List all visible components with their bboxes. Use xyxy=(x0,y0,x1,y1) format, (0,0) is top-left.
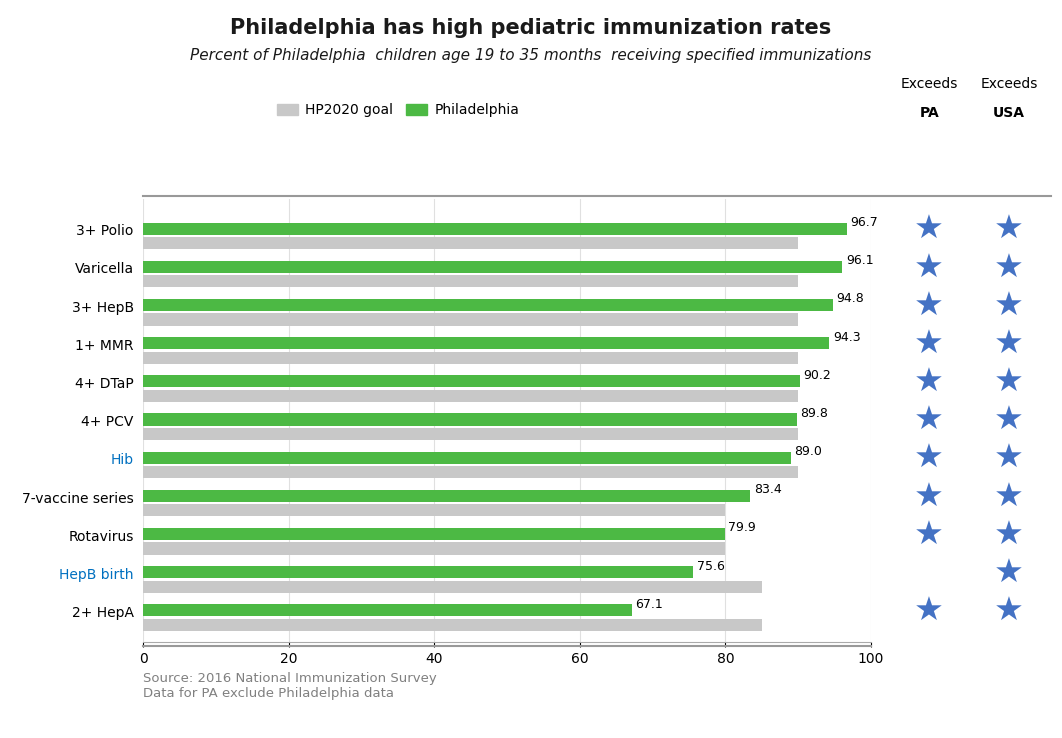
Bar xyxy=(143,490,750,502)
Text: 75.6: 75.6 xyxy=(697,559,725,573)
Text: ★: ★ xyxy=(914,404,944,437)
Bar xyxy=(143,604,632,616)
Text: PA: PA xyxy=(920,106,939,120)
Text: ★: ★ xyxy=(994,213,1024,246)
Text: Philadelphia has high pediatric immunization rates: Philadelphia has high pediatric immuniza… xyxy=(230,18,832,38)
Bar xyxy=(143,413,796,426)
Text: Percent of Philadelphia  children age 19 to 35 months  receiving specified immun: Percent of Philadelphia children age 19 … xyxy=(190,48,872,63)
Text: ★: ★ xyxy=(994,519,1024,552)
Text: Source: 2016 National Immunization Survey
Data for PA exclude Philadelphia data: Source: 2016 National Immunization Surve… xyxy=(143,672,438,700)
Text: Exceeds: Exceeds xyxy=(901,77,958,92)
Bar xyxy=(143,314,799,325)
Text: 94.3: 94.3 xyxy=(833,331,860,344)
Bar xyxy=(143,223,846,235)
Bar xyxy=(143,452,791,463)
Text: USA: USA xyxy=(993,106,1025,120)
Text: Exceeds: Exceeds xyxy=(980,77,1038,92)
Text: ★: ★ xyxy=(914,252,944,284)
Bar xyxy=(143,337,829,349)
Text: ★: ★ xyxy=(914,328,944,361)
Text: ★: ★ xyxy=(994,595,1024,628)
Text: 90.2: 90.2 xyxy=(803,369,830,382)
Text: ★: ★ xyxy=(914,519,944,552)
Bar xyxy=(143,299,833,311)
Bar xyxy=(143,390,799,402)
Text: ★: ★ xyxy=(994,328,1024,361)
Text: ★: ★ xyxy=(994,366,1024,399)
Text: 79.9: 79.9 xyxy=(729,522,756,534)
Text: ★: ★ xyxy=(994,289,1024,323)
Text: 89.8: 89.8 xyxy=(801,407,828,420)
Bar xyxy=(143,375,800,387)
Text: 89.0: 89.0 xyxy=(794,445,822,458)
Text: ★: ★ xyxy=(994,480,1024,514)
Text: ★: ★ xyxy=(914,289,944,323)
Bar xyxy=(143,351,799,364)
Text: ★: ★ xyxy=(914,213,944,246)
Bar xyxy=(143,581,761,593)
Bar xyxy=(143,528,724,540)
Text: 67.1: 67.1 xyxy=(635,598,663,611)
Bar xyxy=(143,618,761,631)
Legend: HP2020 goal, Philadelphia: HP2020 goal, Philadelphia xyxy=(271,97,525,123)
Bar xyxy=(143,275,799,287)
Text: ★: ★ xyxy=(994,442,1024,475)
Text: ★: ★ xyxy=(994,557,1024,590)
Text: 96.7: 96.7 xyxy=(851,216,878,229)
Bar xyxy=(143,237,799,249)
Text: 83.4: 83.4 xyxy=(754,483,782,496)
Text: ★: ★ xyxy=(994,252,1024,284)
Text: ★: ★ xyxy=(914,480,944,514)
Text: 96.1: 96.1 xyxy=(846,254,874,267)
Bar xyxy=(143,428,799,440)
Bar xyxy=(143,261,842,273)
Text: ★: ★ xyxy=(914,595,944,628)
Text: ★: ★ xyxy=(914,442,944,475)
Bar xyxy=(143,504,725,517)
Text: 94.8: 94.8 xyxy=(837,292,864,306)
Text: ★: ★ xyxy=(994,404,1024,437)
Bar xyxy=(143,466,799,478)
Bar xyxy=(143,566,693,579)
Text: ★: ★ xyxy=(914,366,944,399)
Bar xyxy=(143,542,725,555)
